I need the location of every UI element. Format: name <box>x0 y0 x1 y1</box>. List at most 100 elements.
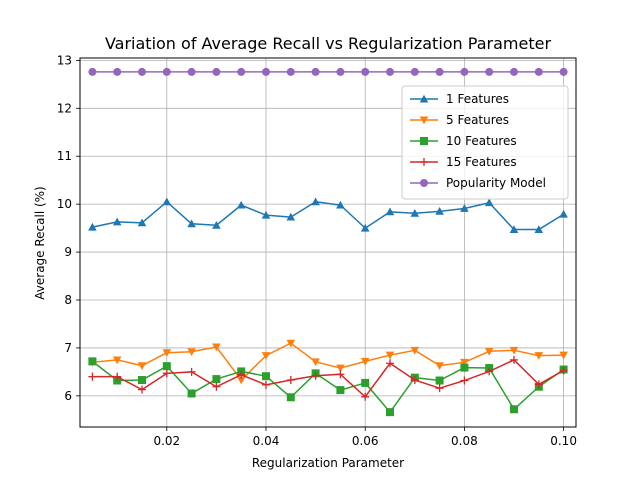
data-point <box>236 200 246 209</box>
series-layer <box>88 67 568 417</box>
data-point <box>261 352 271 360</box>
legend-marker <box>420 179 428 187</box>
data-point <box>460 376 469 385</box>
data-point <box>336 370 345 379</box>
data-point <box>162 67 171 76</box>
data-point <box>112 356 122 365</box>
data-point <box>559 67 568 76</box>
x-axis-label: Regularization Parameter <box>252 456 404 470</box>
legend-label: 5 Features <box>446 113 509 127</box>
data-point <box>137 218 147 227</box>
data-point <box>162 369 171 378</box>
data-point <box>509 225 519 234</box>
data-point <box>361 67 370 76</box>
data-point <box>212 67 221 76</box>
data-point <box>187 367 196 376</box>
data-point <box>237 370 246 379</box>
data-point <box>187 389 196 398</box>
data-point <box>138 376 146 385</box>
y-tick-label: 13 <box>57 53 72 67</box>
data-point <box>385 207 395 216</box>
data-point <box>162 362 171 371</box>
data-point <box>485 367 494 376</box>
data-point <box>286 393 295 402</box>
legend: 1 Features 5 Features 10 Features 15 Featur… <box>401 85 569 200</box>
data-point <box>510 355 518 364</box>
data-point <box>237 67 246 76</box>
data-point <box>410 208 420 217</box>
series-line <box>92 359 564 398</box>
data-point <box>534 225 544 234</box>
axis-ticks: 0.02 0.04 0.06 0.08 0.10 6 7 8 9 10 11 12 13 <box>57 53 577 448</box>
data-point <box>187 67 196 76</box>
data-point <box>187 348 196 357</box>
y-tick-label: 6 <box>64 389 72 403</box>
data-point <box>311 67 320 76</box>
data-point <box>113 67 122 76</box>
data-point <box>484 347 494 356</box>
data-point <box>410 346 420 355</box>
data-point <box>385 351 395 360</box>
x-tick-label: 0.02 <box>153 434 180 448</box>
legend-entry: 5 Features <box>410 113 509 127</box>
legend-label: 10 Features <box>446 134 517 148</box>
x-tick-label: 0.08 <box>451 434 478 448</box>
legend-label: 15 Features <box>446 155 517 169</box>
data-point <box>286 376 295 385</box>
y-tick-label: 7 <box>64 341 72 355</box>
data-point <box>460 204 469 212</box>
data-point <box>510 67 518 76</box>
data-point <box>460 358 469 367</box>
data-point <box>410 376 419 385</box>
data-point <box>485 67 494 76</box>
legend-marker <box>420 158 428 166</box>
data-point <box>435 384 444 393</box>
series-line <box>92 201 564 231</box>
data-point <box>162 349 172 358</box>
data-point <box>286 339 296 348</box>
x-tick-label: 0.10 <box>550 434 577 448</box>
data-point <box>360 357 370 366</box>
data-point <box>460 363 469 372</box>
legend-marker <box>419 94 429 103</box>
legend-entry: Popularity Model <box>410 176 546 190</box>
data-point <box>534 380 543 389</box>
data-point <box>112 217 122 226</box>
data-point <box>559 366 568 375</box>
data-point <box>386 67 394 76</box>
data-point <box>559 209 568 218</box>
data-point <box>138 67 146 76</box>
data-point <box>88 372 97 381</box>
data-point <box>311 358 320 367</box>
data-point <box>88 222 97 231</box>
x-tick-label: 0.04 <box>253 434 280 448</box>
data-point <box>336 200 345 209</box>
legend-box <box>401 85 569 200</box>
data-point <box>212 343 221 352</box>
y-tick-label: 11 <box>57 149 72 163</box>
data-point <box>187 219 196 228</box>
data-point <box>262 67 270 76</box>
data-point <box>311 371 320 380</box>
data-point <box>361 378 370 387</box>
y-tick-label: 8 <box>64 293 72 307</box>
legend-label: Popularity Model <box>446 176 546 190</box>
y-axis-label: Average Recall (%) <box>33 186 47 299</box>
y-tick-label: 9 <box>64 245 72 259</box>
data-point <box>435 67 444 76</box>
data-point <box>88 357 97 366</box>
x-tick-label: 0.06 <box>352 434 379 448</box>
data-point <box>435 376 444 385</box>
data-point <box>236 376 246 385</box>
legend-marker <box>419 116 429 125</box>
series-line <box>91 360 565 413</box>
data-point <box>435 362 444 370</box>
series-popularity-model <box>88 67 568 76</box>
series-15-features <box>88 355 568 401</box>
data-point <box>336 364 345 373</box>
data-point <box>212 375 221 384</box>
data-point <box>88 67 97 76</box>
legend-label: 1 Features <box>446 92 509 106</box>
